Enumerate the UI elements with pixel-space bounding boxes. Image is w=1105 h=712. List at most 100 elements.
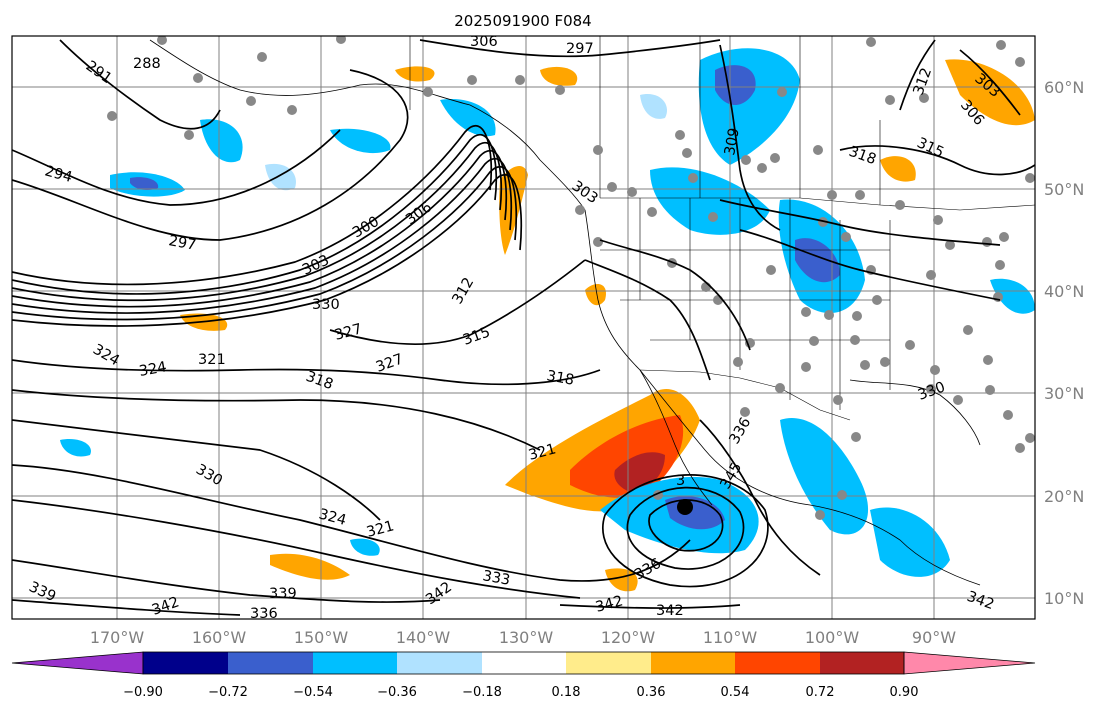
lon-label: 140°W (396, 628, 451, 647)
colorbar: −0.90 −0.72 −0.54 −0.36 −0.18 0.18 0.36 … (11, 651, 1036, 700)
colorbar-segment (313, 652, 397, 674)
shaded-field-negative (60, 48, 1035, 577)
warm-shade-ne (880, 156, 916, 182)
contour-label: 321 (527, 441, 558, 464)
contour-label: 324 (138, 359, 168, 380)
lat-label: 40°N (1044, 282, 1084, 301)
jet-contour-3 (12, 149, 508, 308)
gulf-coast (849, 379, 981, 446)
figure-title: 2025091900 F084 (454, 12, 591, 30)
contour-315-ne (839, 145, 1035, 176)
contour-label: 342 (594, 593, 625, 616)
colorbar-tick-label: −0.54 (293, 685, 333, 700)
contour-342 (12, 599, 741, 616)
contour-label: 288 (133, 56, 161, 72)
contour-303-ne (959, 49, 1021, 116)
contour-label: 333 (481, 568, 511, 589)
colorbar-extend-max (903, 651, 1036, 675)
contour-label: 330 (312, 297, 340, 313)
cyclone-ring-3 (602, 474, 769, 588)
contour-306-north (419, 39, 721, 58)
lon-label: 120°W (601, 628, 656, 647)
hottest-shade-core (614, 452, 665, 492)
loop-297 (12, 69, 409, 241)
lon-label: 100°W (805, 628, 860, 647)
contour-333 (12, 499, 581, 599)
contour-label: 321 (365, 518, 396, 541)
contour-label: 294 (43, 163, 74, 186)
contour-309 (719, 44, 781, 231)
lat-label: 20°N (1044, 487, 1084, 506)
rockies-contour-2 (599, 239, 751, 351)
colorbar-tick-label: 0.72 (806, 685, 835, 700)
colorbar-segment (228, 652, 313, 674)
contour-lines (12, 39, 1035, 616)
colorbar-tick-label: 0.18 (552, 685, 581, 700)
contour-label: 321 (198, 352, 226, 368)
jet-contour-7 (12, 124, 493, 286)
contour-label: 318 (545, 368, 575, 389)
state-lines (600, 198, 891, 410)
loop-294 (12, 129, 341, 206)
colorbar-segment (143, 652, 228, 674)
cool-shade-central-america (870, 507, 950, 577)
lat-label: 50°N (1044, 180, 1084, 199)
us-mexico-border (639, 369, 851, 421)
colorbar-segment (820, 652, 904, 674)
contour-321 (12, 389, 541, 451)
contour-318 (12, 359, 601, 386)
contour-label: 306 (470, 34, 498, 50)
colorbar-segment (735, 652, 820, 674)
alaska-coast (149, 39, 586, 211)
colorbar-tick-label: 0.36 (637, 685, 666, 700)
colorbar-segment (397, 652, 482, 674)
contour-label: 327 (333, 321, 364, 344)
contour-label: 3 (676, 473, 685, 489)
contour-330 (12, 464, 691, 582)
plains-contour-1 (739, 229, 1001, 301)
lon-label: 130°W (499, 628, 554, 647)
cool-shade-plains-core (795, 238, 840, 283)
latitude-labels: 60°N 50°N 40°N 30°N 20°N 10°N (1044, 78, 1084, 608)
colorbar-segment (651, 652, 735, 674)
cool-shade-pale-2 (640, 94, 668, 119)
cool-shade-canada-core (715, 65, 756, 105)
colorbar-segment (482, 652, 566, 674)
cool-shade-bc (440, 99, 496, 137)
lon-label: 90°W (912, 628, 956, 647)
contour-327 (329, 259, 586, 345)
colorbar-tick-label: −0.36 (377, 685, 417, 700)
contour-label: 336 (250, 606, 278, 622)
contour-label: 297 (167, 233, 197, 254)
colorbar-tick-label: −0.90 (123, 685, 163, 700)
warm-shade-ne-coast (540, 66, 578, 86)
map-frame (11, 35, 1036, 620)
colorbar-tick-label: 0.54 (721, 685, 750, 700)
plains-contour-2 (719, 199, 1001, 246)
colorbar-outline (142, 651, 905, 675)
colorbar-tick-label: −0.72 (208, 685, 248, 700)
contour-312-ne (899, 39, 936, 111)
jet-contour-4 (12, 157, 513, 314)
jet-contour-2 (12, 141, 503, 302)
cyclone-ring-2 (626, 486, 745, 570)
colorbar-tick-label: 0.90 (890, 685, 919, 700)
cool-shade-pacific-nw-core (130, 177, 159, 191)
contour-324 (12, 419, 381, 521)
cool-shade-pacific-s (60, 439, 91, 457)
colorbar-tick-label: −0.18 (462, 685, 502, 700)
lat-label: 30°N (1044, 384, 1084, 403)
cool-shade-ak-coast (330, 128, 391, 154)
loop-291 (59, 39, 221, 130)
lon-label: 160°W (192, 628, 247, 647)
cool-shade-pacific-mid (350, 538, 380, 556)
lat-label: 10°N (1044, 589, 1084, 608)
warm-shade-coast (585, 284, 606, 306)
colorbar-extend-min (11, 651, 144, 675)
west-coast (584, 209, 981, 586)
contour-label: 309 (722, 127, 743, 157)
map-content: 306 297 291 288 294 297 300 306 303 330 … (12, 34, 1035, 622)
canada-provinces (409, 36, 881, 205)
warm-shade-tropics (270, 553, 350, 580)
contour-label: 342 (656, 603, 684, 619)
